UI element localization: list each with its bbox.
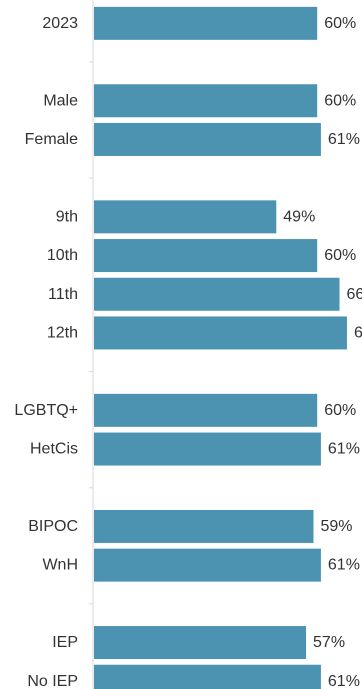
category-label: 11th (48, 286, 78, 303)
category-label: Female (25, 131, 78, 148)
data-label: 61% (328, 673, 360, 689)
data-label: 61% (328, 557, 360, 574)
category-label: HetCis (30, 441, 78, 458)
bar (94, 626, 307, 660)
data-label: 49% (283, 208, 315, 225)
bar (94, 548, 321, 582)
bar (94, 664, 321, 689)
data-label: 61% (328, 441, 360, 458)
bars-group (94, 6, 347, 689)
category-labels: 2023 Male Female 9th 10th 11th 12th LGBTQ+ HetCi… (14, 15, 78, 689)
category-label: 10th (47, 247, 78, 264)
bar (94, 316, 347, 350)
data-label: 61% (328, 131, 360, 148)
bar (94, 432, 321, 466)
data-label: 59% (320, 518, 352, 535)
data-label: 57% (313, 634, 345, 651)
axis-ticks (89, 61, 93, 605)
bar (94, 277, 340, 311)
category-label: 12th (47, 324, 78, 341)
data-label: 60% (324, 247, 356, 264)
bar (94, 122, 321, 156)
data-label: 68% (354, 324, 362, 341)
category-label: Male (43, 92, 78, 109)
category-label: BIPOC (28, 518, 78, 535)
bar (94, 393, 318, 427)
data-label: 60% (324, 92, 356, 109)
category-label: No IEP (27, 673, 78, 689)
value-labels: 60% 60% 61% 49% 60% 66% 68% 60% 61% 59% 61% 57% 61% (283, 15, 362, 689)
bar (94, 239, 318, 273)
bar (94, 6, 318, 40)
data-label: 60% (324, 402, 356, 419)
bar (94, 84, 318, 118)
category-label: LGBTQ+ (14, 402, 78, 419)
bar (94, 509, 314, 543)
bar (94, 200, 277, 234)
category-label: IEP (52, 634, 78, 651)
data-label: 60% (324, 15, 356, 32)
category-label: 2023 (42, 15, 78, 32)
data-label: 66% (347, 286, 362, 303)
category-label: WnH (42, 557, 78, 574)
category-label: 9th (56, 208, 78, 225)
